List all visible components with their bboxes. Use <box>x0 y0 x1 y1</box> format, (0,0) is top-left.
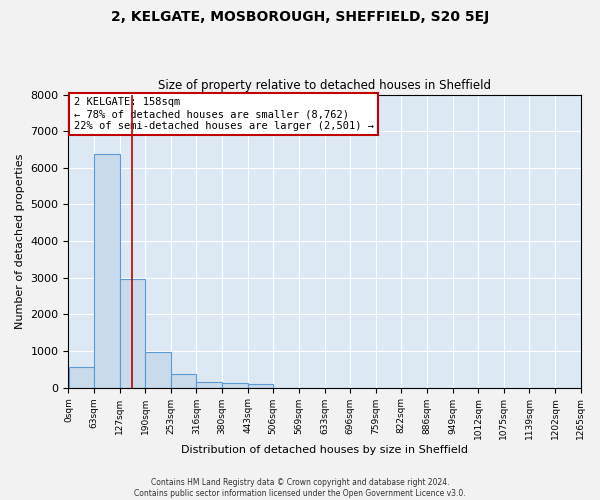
Text: Contains HM Land Registry data © Crown copyright and database right 2024.
Contai: Contains HM Land Registry data © Crown c… <box>134 478 466 498</box>
Bar <box>196 382 222 388</box>
Bar <box>223 383 248 388</box>
Bar <box>171 374 196 388</box>
Text: 2, KELGATE, MOSBOROUGH, SHEFFIELD, S20 5EJ: 2, KELGATE, MOSBOROUGH, SHEFFIELD, S20 5… <box>111 10 489 24</box>
Text: 2 KELGATE: 158sqm
← 78% of detached houses are smaller (8,762)
22% of semi-detac: 2 KELGATE: 158sqm ← 78% of detached hous… <box>74 98 374 130</box>
Bar <box>94 154 120 388</box>
Bar <box>248 384 273 388</box>
Bar <box>68 366 94 388</box>
Bar <box>145 352 171 388</box>
Bar <box>120 279 145 388</box>
Title: Size of property relative to detached houses in Sheffield: Size of property relative to detached ho… <box>158 79 491 92</box>
X-axis label: Distribution of detached houses by size in Sheffield: Distribution of detached houses by size … <box>181 445 468 455</box>
Y-axis label: Number of detached properties: Number of detached properties <box>15 154 25 329</box>
